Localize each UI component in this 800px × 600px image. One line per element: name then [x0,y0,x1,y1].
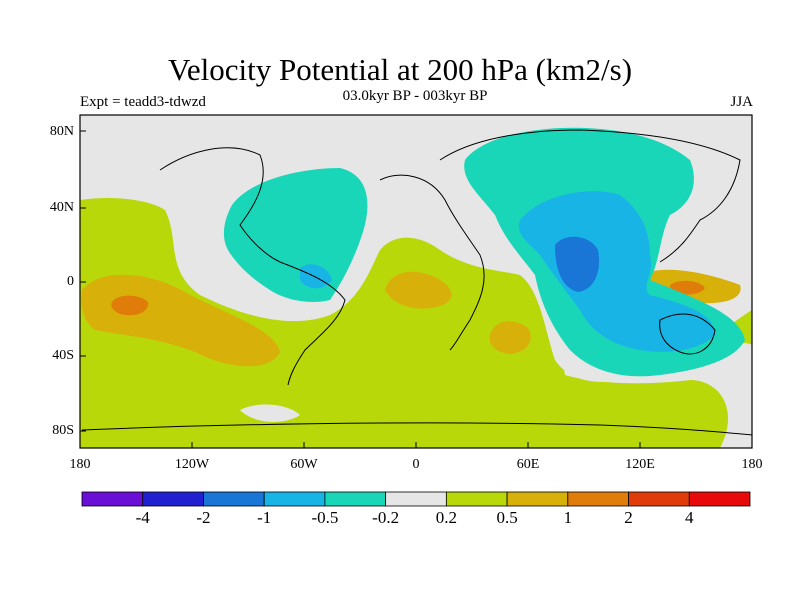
colorbar-swatch [628,491,690,507]
colorbar-swatch [506,491,569,507]
map-title: Velocity Potential at 200 hPa (km2/s) [167,52,633,87]
negative-core-india [555,236,600,292]
lon-label-0: 0 [412,457,420,472]
neutral-strip-east [725,215,752,245]
colorbar-swatch [324,491,387,507]
colorbar-swatch [688,491,751,507]
strong-patch-westpac [670,280,705,295]
negative-field-america [223,168,368,302]
experiment-label: Expt = teadd3-tdwzd [80,94,206,110]
colorbar-label: -0.5 [311,508,339,527]
colorbar-label: 1 [563,508,573,527]
colorbar-swatch [263,491,326,507]
colorbar-label: -0.2 [372,508,400,527]
colorbar-label: -4 [135,508,150,527]
lat-label-80n: 80N [49,124,74,139]
colorbar-label: 4 [685,508,694,527]
lon-label-120w: 120W [174,457,210,472]
colorbar-swatch [567,491,629,507]
colorbar-label: 0.2 [435,508,457,527]
lat-label-40n: 40N [49,200,74,215]
neutral-strip-antarctic [240,404,300,422]
lat-tick-marks [80,130,86,432]
positive-patch-madagascar [489,321,531,354]
lon-label-180e: 180 [741,457,763,472]
colorbar-label: 0.5 [496,508,518,527]
colorbar-swatch [142,491,204,507]
colorbar-label: -2 [196,508,211,527]
lat-label-eq: 0 [67,274,74,289]
strong-patch-pacific [111,295,149,316]
lon-label-60w: 60W [290,457,318,472]
lat-label-80s: 80S [52,423,74,438]
colorbar-swatch [385,491,447,507]
lon-label-60e: 60E [516,457,540,472]
negative-inner-asia [518,191,715,352]
lat-label-40s: 40S [52,348,74,363]
period-subtitle: 03.0kyr BP - 003kyr BP [342,88,488,104]
lon-tick-marks [191,442,641,448]
lon-label-120e: 120E [625,457,655,472]
coastlines [81,129,752,436]
colorbar-label: -1 [257,508,272,527]
lon-label-180w: 180 [69,457,91,472]
colorbar [81,491,751,507]
positive-patch-atlantic [385,271,452,309]
positive-field-pacific [80,198,752,448]
colorbar-label: 2 [624,508,633,527]
colorbar-swatch [203,491,265,507]
colorbar-swatch [445,491,508,507]
season-label: JJA [730,94,753,110]
map-field [80,115,752,448]
colorbar-swatch [81,491,144,507]
